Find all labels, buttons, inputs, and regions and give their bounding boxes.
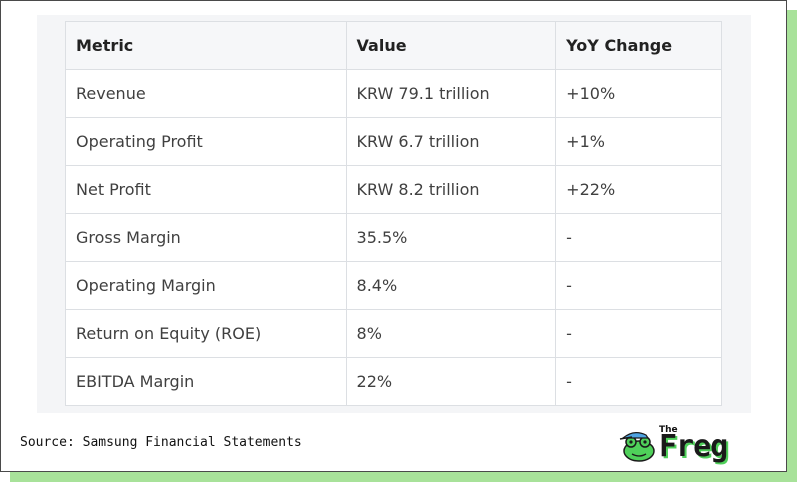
cell-yoy: - — [555, 261, 722, 310]
cell-value: 22% — [345, 357, 557, 406]
cell-metric: Operating Profit — [65, 117, 347, 166]
table-row: Net Profit KRW 8.2 trillion +22% — [65, 165, 722, 214]
cell-value: KRW 79.1 trillion — [345, 69, 557, 118]
cell-yoy: - — [555, 213, 722, 262]
frog-mascot-icon — [619, 432, 655, 462]
metrics-table: Metric Value YoY Change Revenue KRW 79.1… — [65, 21, 722, 406]
cell-yoy: - — [555, 309, 722, 358]
table-row: Operating Profit KRW 6.7 trillion +1% — [65, 117, 722, 166]
cell-metric: Revenue — [65, 69, 347, 118]
table-container: Metric Value YoY Change Revenue KRW 79.1… — [37, 15, 751, 413]
cell-yoy: - — [555, 357, 722, 406]
cell-yoy: +22% — [555, 165, 722, 214]
card: Metric Value YoY Change Revenue KRW 79.1… — [0, 0, 787, 472]
cell-yoy: +1% — [555, 117, 722, 166]
table-header-row: Metric Value YoY Change — [65, 21, 722, 70]
cell-yoy: +10% — [555, 69, 722, 118]
cell-metric: Gross Margin — [65, 213, 347, 262]
table-row: Operating Margin 8.4% - — [65, 261, 722, 310]
source-caption: Source: Samsung Financial Statements — [20, 435, 302, 450]
cell-metric: Operating Margin — [65, 261, 347, 310]
table-row: EBITDA Margin 22% - — [65, 357, 722, 406]
header-metric: Metric — [65, 21, 347, 70]
cell-value: 8.4% — [345, 261, 557, 310]
table-row: Revenue KRW 79.1 trillion +10% — [65, 69, 722, 118]
cell-value: 8% — [345, 309, 557, 358]
cell-metric: Return on Equity (ROE) — [65, 309, 347, 358]
cell-value: KRW 6.7 trillion — [345, 117, 557, 166]
cell-metric: EBITDA Margin — [65, 357, 347, 406]
header-yoy-change: YoY Change — [555, 21, 722, 70]
logo-the-text: The — [659, 425, 678, 435]
table-row: Return on Equity (ROE) 8% - — [65, 309, 722, 358]
freg-logo: The Freg — [618, 425, 758, 464]
table-row: Gross Margin 35.5% - — [65, 213, 722, 262]
cell-value: 35.5% — [345, 213, 557, 262]
header-value: Value — [345, 21, 557, 70]
cell-value: KRW 8.2 trillion — [345, 165, 557, 214]
cell-metric: Net Profit — [65, 165, 347, 214]
logo-wordmark: Freg — [659, 429, 728, 464]
